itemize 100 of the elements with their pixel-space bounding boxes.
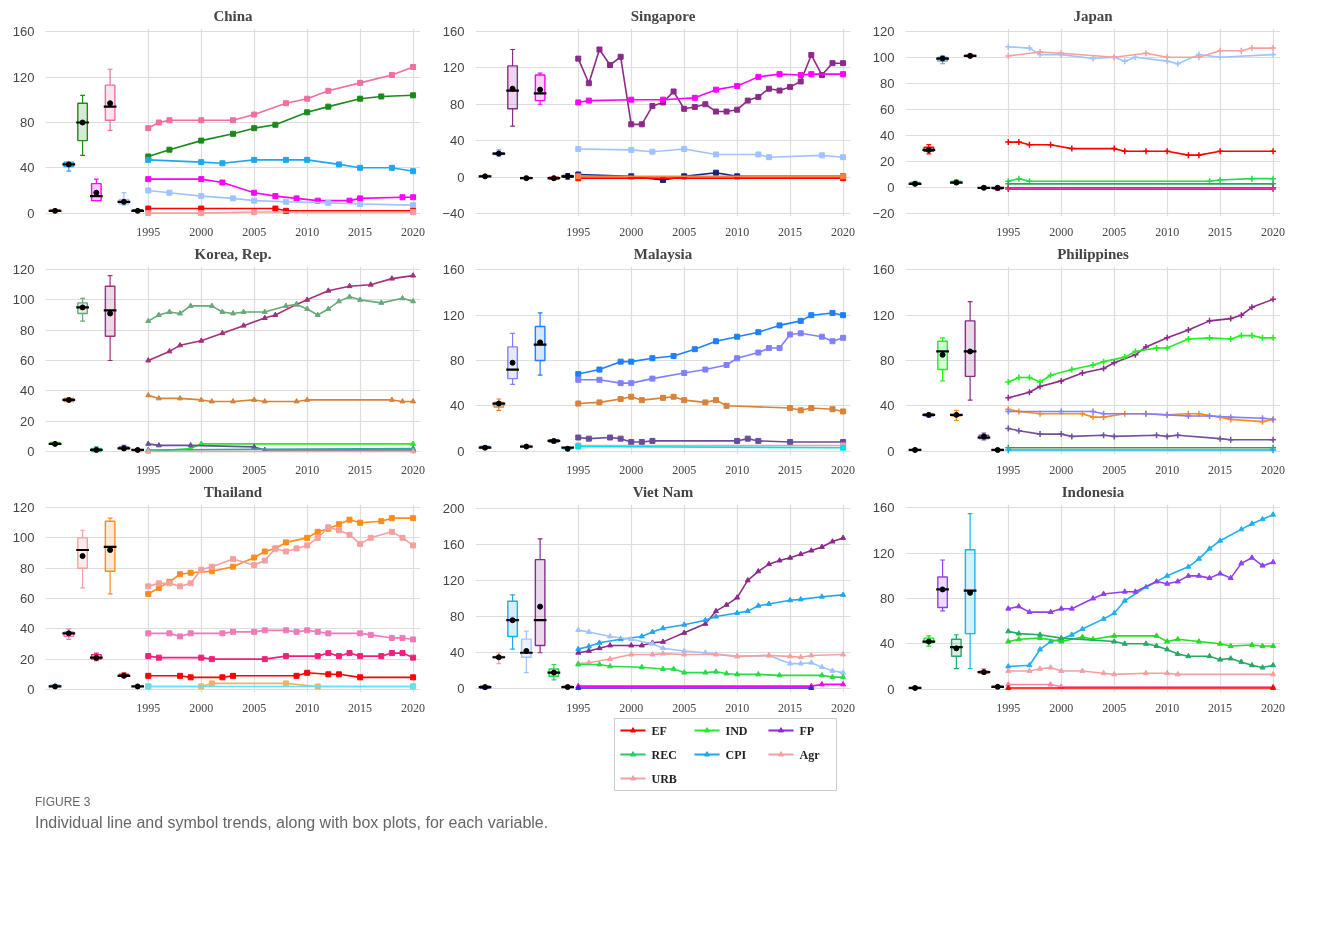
x-tick-label: 2000 — [1049, 462, 1074, 477]
x-tick-label: 2005 — [672, 224, 697, 239]
y-tick-label: 80 — [450, 353, 465, 368]
y-tick-label: 0 — [27, 443, 35, 459]
y-tick-label: 120 — [12, 262, 35, 278]
chart-title: Thailand — [203, 483, 263, 500]
x-tick-label: 2000 — [1049, 224, 1074, 239]
x-tick-label: 1995 — [996, 462, 1021, 477]
x-tick-label: 2005 — [242, 462, 267, 477]
y-tick-label: 120 — [442, 572, 465, 588]
y-tick-label: 0 — [887, 180, 895, 196]
y-tick-label: 0 — [887, 681, 895, 697]
y-tick-label: 160 — [442, 23, 465, 39]
x-tick-label: 2005 — [672, 462, 697, 477]
y-tick-label: 40 — [450, 133, 465, 149]
x-tick-label: 2000 — [619, 462, 644, 477]
x-tick-label: 2020 — [1261, 462, 1286, 477]
x-tick-label: 2010 — [1155, 224, 1180, 239]
y-tick-label: 20 — [20, 413, 35, 429]
x-tick-label: 2010 — [295, 700, 320, 715]
chart-title: Viet Nam — [632, 483, 694, 500]
y-tick-label: 40 — [20, 160, 35, 176]
x-tick-label: 1995 — [136, 700, 161, 715]
x-tick-label: 1995 — [566, 462, 591, 477]
x-tick-label: 2010 — [725, 462, 750, 477]
x-tick-label: 2005 — [1102, 462, 1127, 477]
chart-title: Japan — [1073, 7, 1114, 24]
legend-label: CPI — [725, 747, 747, 762]
y-tick-label: 160 — [442, 536, 465, 552]
y-tick-label: 40 — [880, 398, 895, 414]
y-tick-label: 40 — [880, 636, 895, 652]
chart-title: Singapore — [630, 7, 696, 24]
y-tick-label: 160 — [12, 24, 35, 40]
y-tick-label: 0 — [457, 443, 465, 459]
y-tick-label: 120 — [12, 69, 35, 85]
y-tick-label: −20 — [872, 206, 895, 222]
chart-title: Philippines — [1057, 245, 1130, 262]
y-tick-label: 100 — [12, 292, 35, 308]
x-tick-label: 2000 — [189, 462, 214, 477]
y-tick-label: 0 — [27, 205, 35, 221]
chart-title: Malaysia — [633, 245, 693, 262]
x-tick-label: 2010 — [295, 462, 320, 477]
text: Individual line and symbol trends, along with box plots, for each variable. — [35, 813, 549, 833]
y-tick-label: −40 — [442, 206, 465, 222]
y-tick-label: 100 — [872, 49, 895, 65]
x-tick-label: 2020 — [831, 224, 856, 239]
y-tick-label: 120 — [442, 60, 465, 76]
x-tick-label: 2005 — [1102, 700, 1127, 715]
x-tick-label: 2015 — [1208, 700, 1233, 715]
legend-label: REC — [651, 747, 677, 762]
y-tick-label: 80 — [880, 353, 895, 368]
y-tick-label: 160 — [442, 262, 465, 278]
x-tick-label: 2010 — [295, 224, 320, 239]
x-tick-label: 2000 — [1049, 700, 1074, 715]
y-tick-label: 40 — [20, 383, 35, 399]
x-tick-label: 2020 — [401, 462, 426, 477]
y-tick-label: 80 — [20, 560, 35, 576]
x-tick-label: 2005 — [242, 700, 267, 715]
y-tick-label: 60 — [20, 591, 35, 606]
x-tick-label: 2010 — [725, 224, 750, 239]
y-tick-label: 40 — [450, 645, 465, 661]
x-tick-label: 2020 — [401, 224, 426, 239]
x-tick-label: 2015 — [778, 462, 803, 477]
y-tick-label: 80 — [450, 96, 465, 112]
y-tick-label: 160 — [872, 262, 895, 278]
chart-title: China — [213, 7, 254, 24]
y-tick-label: 80 — [880, 591, 895, 606]
x-tick-label: 2015 — [1208, 224, 1233, 239]
y-tick-label: 80 — [20, 115, 35, 130]
y-tick-label: 0 — [887, 443, 895, 459]
x-tick-label: 1995 — [996, 224, 1021, 239]
caption: FIGURE 3 — [35, 794, 91, 811]
x-tick-label: 2015 — [778, 700, 803, 715]
y-tick-label: 20 — [880, 154, 895, 170]
y-tick-label: 40 — [880, 128, 895, 144]
chart-title: Korea, Rep. — [194, 245, 272, 262]
x-tick-label: 1995 — [996, 700, 1021, 715]
x-tick-label: 2010 — [725, 700, 750, 715]
y-tick-label: 100 — [12, 530, 35, 546]
x-tick-label: 2015 — [778, 224, 803, 239]
y-tick-label: 120 — [872, 23, 895, 39]
y-tick-label: 80 — [450, 609, 465, 625]
x-tick-label: 2000 — [189, 700, 214, 715]
x-tick-label: 2020 — [1261, 700, 1286, 715]
y-tick-label: 80 — [20, 322, 35, 338]
x-tick-label: 2000 — [619, 224, 644, 239]
y-tick-label: 120 — [872, 545, 895, 561]
x-tick-label: 2005 — [672, 700, 697, 715]
y-tick-label: 20 — [20, 651, 35, 667]
x-tick-label: 2015 — [348, 224, 373, 239]
x-tick-label: 1995 — [136, 224, 161, 239]
y-tick-label: 0 — [457, 169, 465, 185]
y-tick-label: 40 — [450, 398, 465, 414]
x-tick-label: 2015 — [348, 462, 373, 477]
x-tick-label: 2000 — [189, 224, 214, 239]
y-tick-label: 200 — [442, 500, 465, 516]
x-tick-label: 1995 — [566, 224, 591, 239]
x-tick-label: 2010 — [1155, 700, 1180, 715]
x-tick-label: 2000 — [619, 700, 644, 715]
y-tick-label: 120 — [442, 307, 465, 323]
